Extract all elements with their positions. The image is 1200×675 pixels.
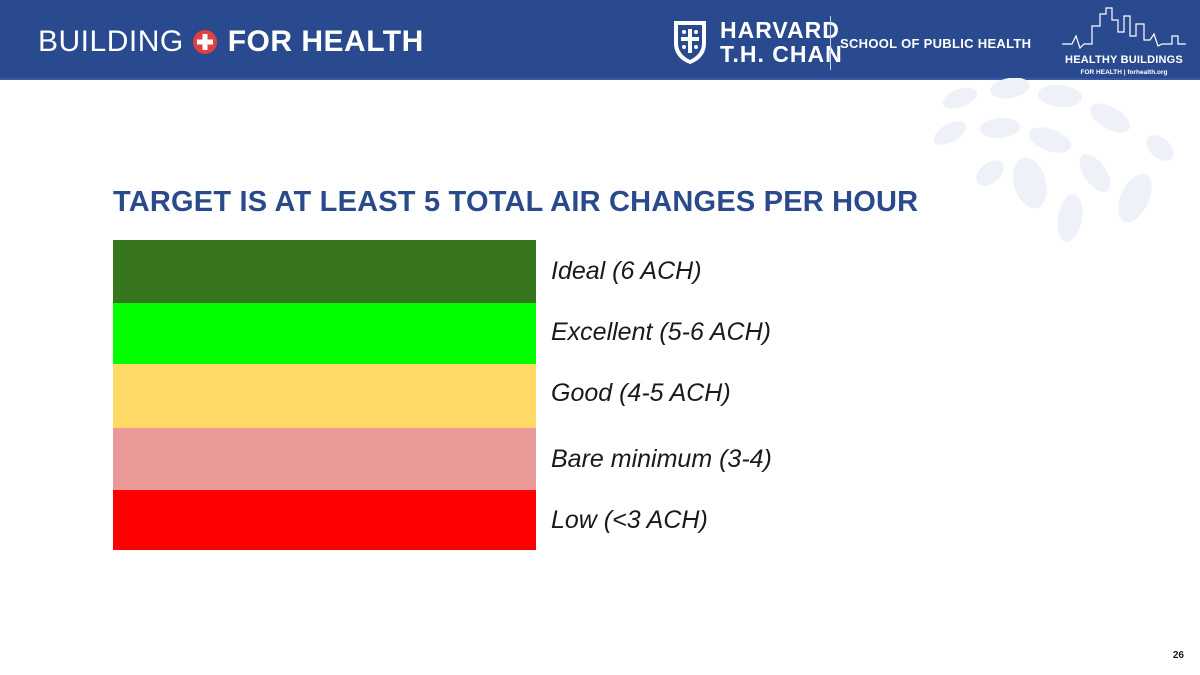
label-bare-minimum: Bare minimum (3-4) (551, 445, 772, 473)
brand-light-text: BUILDING (38, 25, 184, 58)
swatch-bare-minimum (113, 428, 536, 490)
decorative-petals (933, 78, 1174, 242)
harvard-text: HARVARD (720, 17, 840, 43)
red-cross-icon (192, 30, 217, 54)
swatch-low (113, 490, 536, 550)
ach-color-scale (113, 240, 536, 550)
label-excellent: Excellent (5-6 ACH) (551, 318, 771, 346)
building-for-health-logo: BUILDING FOR HEALTH (38, 24, 424, 60)
school-of-public-health-text: SCHOOL OF PUBLIC HEALTH (840, 36, 1032, 51)
forhealth-url-text: FOR HEALTH | forhealth.org (1080, 69, 1168, 76)
harvard-shield-icon (674, 21, 706, 64)
slide-title: TARGET IS AT LEAST 5 TOTAL AIR CHANGES P… (113, 186, 919, 218)
harvard-chan-logo: HARVARD T.H. CHAN (672, 14, 843, 70)
healthy-buildings-text: HEALTHY BUILDINGS (1065, 54, 1183, 66)
header-divider (830, 16, 831, 70)
page-number: 26 (1172, 650, 1184, 661)
label-ideal: Ideal (6 ACH) (551, 257, 702, 285)
swatch-ideal (113, 240, 536, 303)
th-chan-text: T.H. CHAN (720, 41, 843, 67)
header-bar: BUILDING FOR HEALTH HARVARD T.H. CHAN SC… (0, 0, 1200, 80)
label-good: Good (4-5 ACH) (551, 379, 731, 407)
skyline-heartbeat-icon (1062, 7, 1186, 50)
swatch-excellent (113, 303, 536, 364)
label-low: Low (<3 ACH) (551, 506, 708, 534)
swatch-good (113, 364, 536, 428)
healthy-buildings-logo: HEALTHY BUILDINGS FOR HEALTH | forhealth… (1060, 6, 1188, 78)
brand-bold-text: FOR HEALTH (227, 25, 424, 58)
